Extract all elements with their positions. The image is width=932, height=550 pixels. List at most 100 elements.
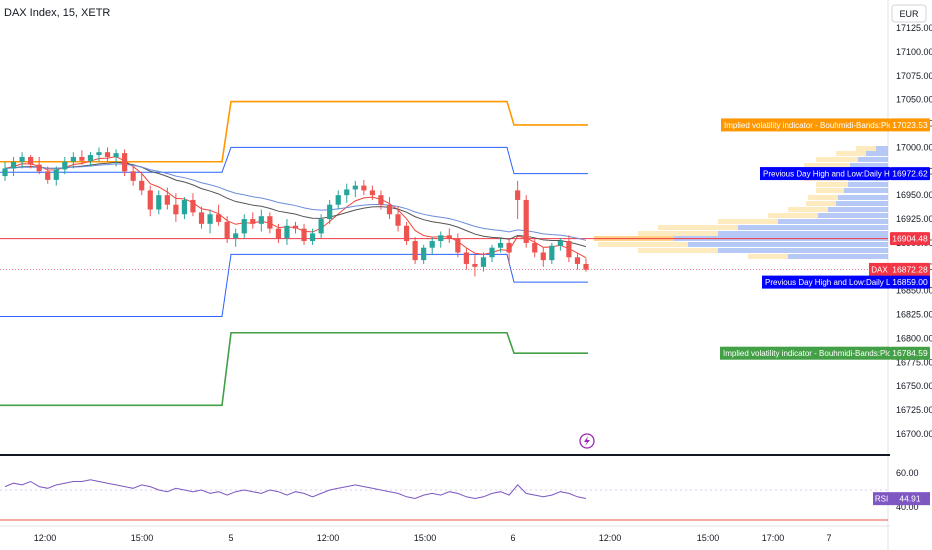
candle-body [429,241,435,248]
candle-body [36,164,42,172]
candle-body [284,225,290,239]
volume-profile-bar [816,188,844,193]
time-tick-label: 12:00 [599,533,622,543]
time-tick-label: 15:00 [131,533,154,543]
volume-profile-bar [768,213,818,218]
rsi-tick-label: 40.00 [896,502,919,512]
candle-body [250,219,256,224]
rsi-value-label: 44.91 [899,494,921,504]
volume-profile-bar [844,188,888,193]
pd-high-value-bg [890,167,930,181]
time-tick-label: 15:00 [697,533,720,543]
candle-body [2,168,8,177]
candle-body [361,185,367,191]
candle-body [574,257,581,264]
candle-body [233,233,239,239]
volume-profile-bar [858,157,888,162]
candle-body [515,190,521,200]
candle-body [173,204,179,215]
volume-profile-bar [804,163,850,168]
ma-blue-line [4,163,587,241]
candle-body [207,214,213,224]
candle-body [480,257,487,267]
rsi-tick-label: 60.00 [896,468,919,478]
candle-body [301,228,307,242]
candle-body [489,247,495,258]
candle-body [344,189,350,196]
candle-body [472,263,478,267]
last-price-value: 16904.48 [892,234,928,244]
volume-profile [594,146,888,259]
time-axis-ticks: 12:00 15:00 5 12:00 15:00 6 12:00 15:00 17:00 7 [34,533,832,543]
candle-body [446,235,452,239]
volume-profile-bar [838,195,888,200]
volume-profile-bar [718,219,778,224]
price-labels: Implied volatility indicator - Bouhmidi-… [720,118,930,506]
dax-tag-label: DAX [871,265,888,274]
candle-body [62,161,68,170]
dax-value: 16872.28 [892,264,928,274]
pd-low-label-bg [762,275,890,289]
volume-profile-bar [816,157,858,162]
price-tick-label: 16725.00 [896,405,932,415]
candle-body [455,238,461,253]
candles [2,147,589,277]
candle-body [557,241,563,246]
candle-body [96,152,102,156]
volume-profile-bar [788,254,888,259]
currency-label: EUR [899,9,919,19]
volume-profile-bar [658,225,738,230]
candle-body [386,204,393,215]
lightning-icon[interactable] [579,433,595,449]
currency-button[interactable]: EUR [891,4,927,23]
price-tick-label: 16825.00 [896,310,932,320]
price-tick-label: 16850.00 [896,286,932,296]
candle-body [421,247,427,261]
volume-profile-bar [866,151,888,156]
volume-profile-bar [836,151,866,156]
candle-body [540,252,546,261]
iv-low-value: 16784.59 [892,348,928,358]
price-tick-label: 17075.00 [896,71,932,81]
price-tick-label: 16700.00 [896,429,932,439]
iv-high-label-bg [721,118,890,132]
candle-body [532,242,538,253]
volume-profile-bar [638,248,718,253]
candle-body [292,225,299,229]
rsi-name-label: RSI [875,495,888,504]
volume-profile-bar [808,195,838,200]
previous-day-high-line [0,146,588,175]
volume-profile-bar [748,254,788,259]
candle-body [378,195,384,205]
candle-body [156,195,162,210]
candle-body [70,156,76,162]
price-tick-label: 16925.00 [896,214,932,224]
volume-profile-bar [818,213,888,218]
candle-body [403,225,410,242]
iv-high-value: 17023.53 [892,120,928,130]
rsi-line [4,479,587,500]
iv-high-label: Implied volatility indicator - Bouhmidi-… [724,121,896,130]
candle-body [352,185,358,190]
candle-body [438,235,444,242]
volume-profile-bar [778,219,888,224]
pd-low-label: Previous Day High and Low:Daily Low [765,278,901,287]
candle-body [113,153,119,157]
candle-body [181,199,188,215]
bouhmidi-lower-band [0,331,588,407]
dax-tag-bg [869,262,890,276]
time-tick-label: 17:00 [762,533,785,543]
candle-body [327,204,333,220]
price-tick-label: 17125.00 [896,23,932,33]
volume-profile-bar [876,146,888,151]
pd-low-value: 16859.00 [892,277,928,287]
candle-body [10,161,17,169]
price-tick-label: 16750.00 [896,381,932,391]
candle-body [147,190,153,210]
volume-profile-bar [788,207,828,212]
time-tick-label: 12:00 [34,533,57,543]
candle-body [566,241,572,258]
volume-profile-bar [688,242,888,247]
last-price-value-bg [890,232,930,246]
